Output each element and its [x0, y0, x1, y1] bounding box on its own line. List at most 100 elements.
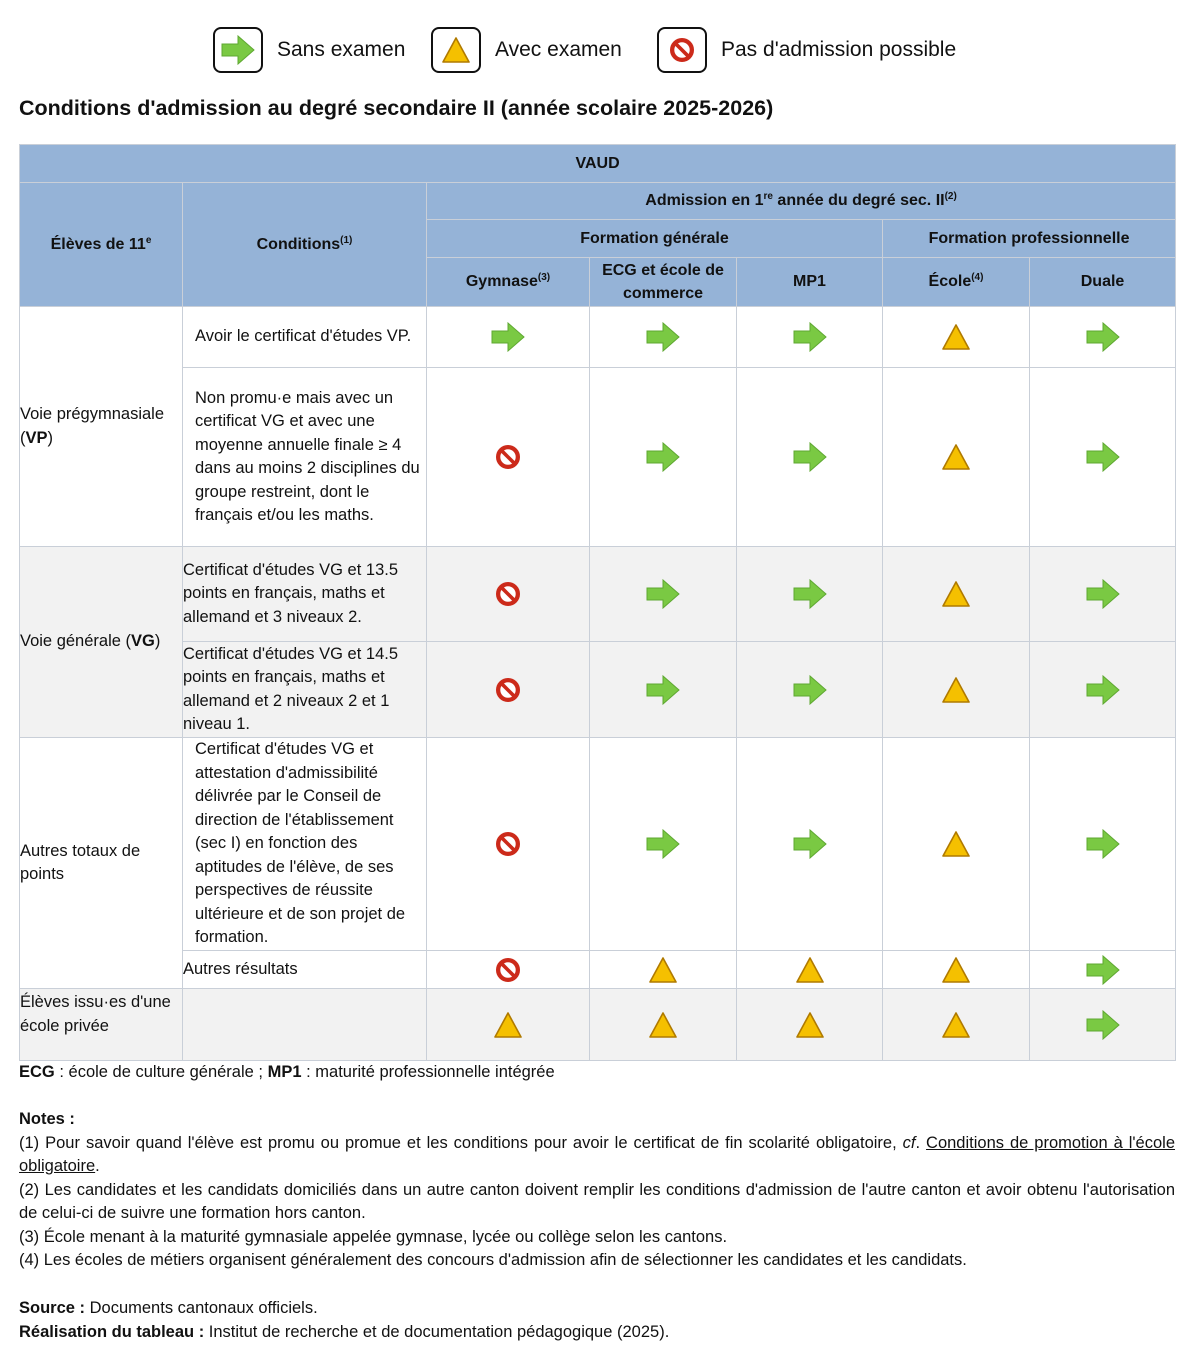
header-row-admission: Élèves de 11e Conditions(1) Admission en… — [19, 182, 1177, 307]
eleves-header: Élèves de 11e — [19, 182, 183, 307]
green-arrow-icon — [1030, 829, 1175, 859]
legend-label: Sans examen — [277, 38, 406, 61]
admission-table: VAUD Élèves de 11e Conditions(1) Admissi… — [18, 144, 1177, 1061]
warning-triangle-icon — [883, 443, 1029, 471]
warning-triangle-icon — [883, 676, 1029, 704]
symbol-cell — [589, 546, 737, 642]
symbol-cell — [426, 950, 590, 989]
green-arrow-icon — [590, 674, 736, 705]
green-arrow-icon — [1030, 322, 1175, 352]
legend-label: Avec examen — [495, 38, 622, 61]
table-row: Voie générale (VG) Certificat d'études V… — [19, 546, 1177, 738]
no-entry-icon — [427, 957, 589, 983]
header-row-formation: Formation générale Formation professionn… — [20, 219, 1177, 258]
green-arrow-icon — [590, 322, 736, 352]
note-3: (3) École menant à la maturité gymnasial… — [19, 1227, 728, 1246]
green-arrow-icon — [590, 579, 736, 609]
legend-pas-admission: Pas d'admission possible — [657, 27, 956, 73]
green-arrow-icon — [737, 579, 882, 609]
canton-header: VAUD — [18, 144, 1177, 183]
warning-triangle-icon — [883, 830, 1029, 858]
table-row: Autres totaux de points Certificat d'étu… — [19, 737, 1177, 989]
condition-cell: Autres résultats — [182, 950, 427, 989]
header-row-columns: Gymnase(3) ECG et école de commerce MP1 … — [20, 257, 1177, 307]
symbol-cell — [589, 367, 737, 547]
formation-pro-header: Formation professionnelle — [881, 219, 1177, 258]
admission-header: Admission en 1re année du degré sec. II(… — [425, 182, 1177, 220]
formation-generale-header: Formation générale — [426, 219, 883, 258]
notes-title: Notes : — [19, 1110, 75, 1128]
green-arrow-icon — [1030, 1009, 1175, 1040]
table-row: Certificat d'études VG et 14.5 points en… — [20, 641, 1177, 738]
legend-avec-examen: Avec examen — [431, 27, 622, 73]
table-row: Élèves issu·es d'une école privée — [19, 988, 1177, 1061]
symbol-cell — [1028, 737, 1177, 951]
legend: Sans examen Avec examen Pas d'admission … — [0, 27, 1200, 79]
warning-triangle-icon — [590, 1011, 736, 1039]
symbol-cell — [589, 950, 737, 989]
student-group-privee: Élèves issu·es d'une école privée — [19, 988, 183, 1061]
duale-header: Duale — [1028, 257, 1177, 307]
conditions-header: Conditions(1) — [182, 182, 427, 307]
note-4: (4) Les écoles de métiers organisent gén… — [19, 1251, 967, 1269]
condition-cell: Certificat d'études VG et 14.5 points en… — [182, 641, 427, 738]
student-group-autres: Autres totaux de points — [19, 737, 183, 989]
symbol-cell — [736, 641, 883, 738]
no-entry-icon — [427, 444, 589, 470]
warning-triangle-icon — [883, 956, 1029, 984]
table-row: Non promu·e mais avec un certificat VG e… — [20, 367, 1177, 547]
condition-cell: Certificat d'études VG et 13.5 points en… — [182, 546, 427, 642]
warning-triangle-icon — [590, 956, 736, 984]
symbol-cell — [1028, 950, 1177, 989]
page-title: Conditions d'admission au degré secondai… — [19, 96, 774, 120]
symbol-cell — [589, 306, 737, 368]
symbol-cell — [882, 641, 1030, 738]
student-group-vg: Voie générale (VG) — [19, 546, 183, 738]
green-arrow-icon — [1030, 954, 1175, 985]
symbol-cell — [882, 950, 1030, 989]
warning-triangle-icon — [427, 1011, 589, 1039]
symbol-cell — [1028, 306, 1177, 368]
green-arrow-icon — [737, 322, 882, 352]
mp1-header: MP1 — [736, 257, 883, 307]
student-group-vp: Voie prégymnasiale (VP) — [19, 306, 183, 547]
abbreviations: ECG : école de culture générale ; MP1 : … — [19, 1063, 555, 1081]
symbol-cell — [882, 546, 1030, 642]
source: Source : Documents cantonaux officiels. … — [19, 1297, 1175, 1344]
symbol-cell — [426, 546, 590, 642]
green-arrow-icon — [1030, 442, 1175, 472]
symbol-cell — [736, 950, 883, 989]
symbol-cell — [736, 988, 883, 1061]
symbol-cell — [589, 988, 737, 1061]
symbol-cell — [1028, 367, 1177, 547]
symbol-cell — [736, 367, 883, 547]
gymnase-header: Gymnase(3) — [426, 257, 590, 307]
symbol-cell — [589, 737, 737, 951]
symbol-cell — [426, 737, 590, 951]
green-arrow-icon — [737, 829, 882, 859]
legend-label: Pas d'admission possible — [721, 38, 957, 61]
green-arrow-icon — [737, 442, 882, 472]
no-entry-icon — [427, 677, 589, 703]
symbol-cell — [426, 988, 590, 1061]
note-1: (1) Pour savoir quand l'élève est promu … — [19, 1133, 1176, 1176]
warning-triangle-icon — [442, 36, 470, 64]
realisation-line: Réalisation du tableau : Institut de rec… — [19, 1322, 670, 1341]
condition-cell — [182, 988, 427, 1061]
symbol-cell — [1028, 546, 1177, 642]
note-2: (2) Les candidates et les candidats domi… — [19, 1180, 1175, 1223]
warning-triangle-icon — [883, 580, 1029, 608]
symbol-cell — [1028, 641, 1177, 738]
header-row-canton: VAUD — [18, 144, 1177, 183]
symbol-cell — [736, 306, 883, 368]
symbol-cell — [426, 641, 590, 738]
no-entry-icon — [427, 831, 589, 857]
green-arrow-icon — [221, 35, 255, 65]
legend-sans-examen: Sans examen — [213, 27, 405, 73]
condition-cell: Avoir le certificat d'études VP. — [182, 306, 427, 368]
warning-triangle-icon — [883, 323, 1029, 351]
warning-triangle-icon — [737, 956, 882, 984]
promotion-conditions-link[interactable]: Conditions de promotion à l'école obliga… — [19, 1133, 1176, 1176]
green-arrow-icon — [590, 829, 736, 859]
symbol-cell — [882, 367, 1030, 547]
